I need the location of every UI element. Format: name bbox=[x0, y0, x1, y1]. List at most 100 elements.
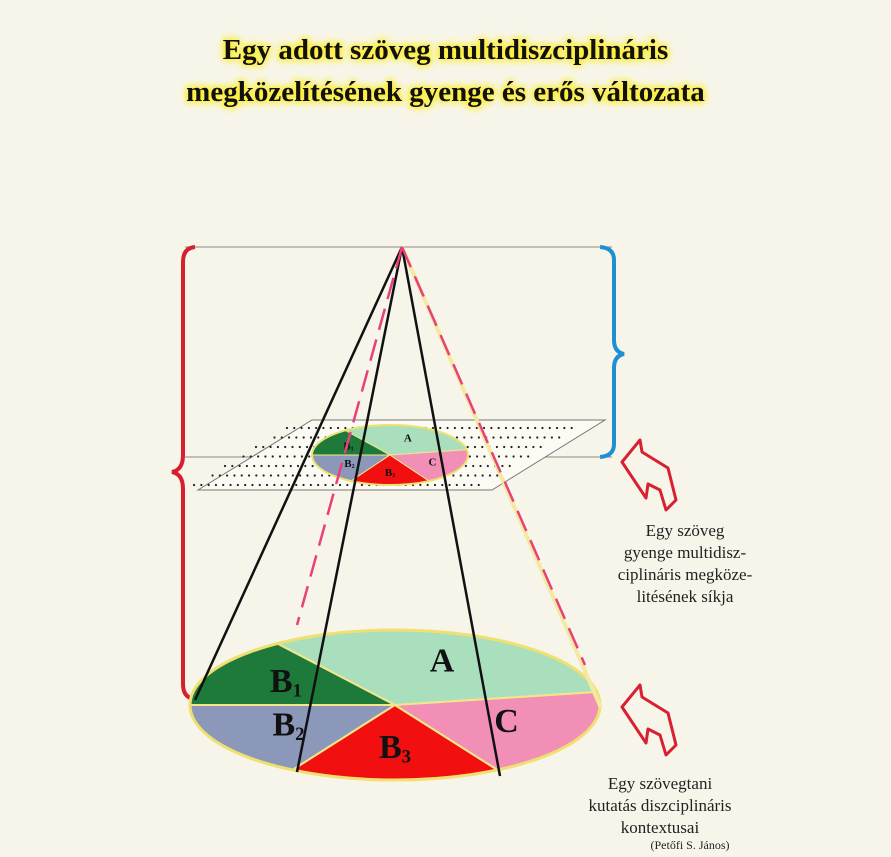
plane-dot bbox=[251, 484, 253, 486]
segment-label: C bbox=[428, 456, 436, 468]
plane-dot bbox=[563, 427, 565, 429]
plane-dot bbox=[273, 436, 275, 438]
caption-line: kutatás diszciplináris bbox=[545, 795, 775, 817]
plane-dot bbox=[468, 427, 470, 429]
plane-dot bbox=[549, 427, 551, 429]
plane-dot bbox=[241, 474, 243, 476]
plane-dot bbox=[482, 474, 484, 476]
plane-dot bbox=[293, 427, 295, 429]
plane-dot bbox=[315, 427, 317, 429]
plane-dot bbox=[461, 427, 463, 429]
plane-dot bbox=[427, 484, 429, 486]
plane-dot bbox=[255, 474, 257, 476]
plane-dot bbox=[534, 427, 536, 429]
plane-dot bbox=[441, 484, 443, 486]
plane-dot bbox=[257, 455, 259, 457]
segment-letter: B bbox=[379, 729, 402, 766]
plane-dot bbox=[339, 484, 341, 486]
plane-dot bbox=[286, 427, 288, 429]
plane-dot bbox=[483, 427, 485, 429]
plane-dot bbox=[463, 484, 465, 486]
plane-dot bbox=[448, 484, 450, 486]
plane-dot bbox=[489, 474, 491, 476]
plane-dot bbox=[314, 474, 316, 476]
plane-dot bbox=[270, 474, 272, 476]
plane-dot bbox=[419, 484, 421, 486]
plane-dot bbox=[260, 465, 262, 467]
plane-dot bbox=[215, 484, 217, 486]
plane-dot bbox=[193, 484, 195, 486]
plane-dot bbox=[229, 484, 231, 486]
plane-dot bbox=[248, 474, 250, 476]
plane-dot bbox=[474, 474, 476, 476]
plane-dot bbox=[571, 427, 573, 429]
plane-dot bbox=[324, 484, 326, 486]
plane-dot bbox=[527, 427, 529, 429]
plane-dot bbox=[281, 484, 283, 486]
segment-subscript: 3 bbox=[392, 473, 395, 479]
plane-dot bbox=[310, 436, 312, 438]
plane-dot bbox=[500, 436, 502, 438]
plane-dot bbox=[492, 436, 494, 438]
plane-dot bbox=[454, 427, 456, 429]
plane-dot bbox=[465, 465, 467, 467]
plane-dot bbox=[294, 455, 296, 457]
plane-dot bbox=[301, 455, 303, 457]
plane-dot bbox=[361, 484, 363, 486]
plane-dot bbox=[308, 427, 310, 429]
plane-dot bbox=[478, 484, 480, 486]
segment-letter: A bbox=[430, 642, 455, 679]
context-caption: Egy szövegtanikutatás diszciplináriskont… bbox=[545, 773, 775, 839]
plane-dot bbox=[469, 455, 471, 457]
plane-dot bbox=[272, 455, 274, 457]
plane-dot bbox=[302, 484, 304, 486]
plane-dot bbox=[434, 484, 436, 486]
plane-dot bbox=[514, 436, 516, 438]
segment-letter: B bbox=[270, 663, 293, 700]
plane-dot bbox=[439, 427, 441, 429]
plane-dot bbox=[263, 474, 265, 476]
plane-dot bbox=[518, 446, 520, 448]
plane-dot bbox=[481, 446, 483, 448]
plane-dot bbox=[446, 427, 448, 429]
plane-dot bbox=[281, 436, 283, 438]
plane-dot bbox=[452, 474, 454, 476]
caption-line: Egy szöveg bbox=[575, 520, 795, 542]
plane-dot bbox=[269, 446, 271, 448]
plane-dot bbox=[266, 484, 268, 486]
plane-dot bbox=[487, 465, 489, 467]
plane-dot bbox=[525, 446, 527, 448]
plane-dot bbox=[239, 465, 241, 467]
plane-dot bbox=[558, 436, 560, 438]
plane-dot bbox=[303, 436, 305, 438]
plane-dot bbox=[543, 436, 545, 438]
plane-dot bbox=[532, 446, 534, 448]
plane-dot bbox=[295, 484, 297, 486]
plane-dot bbox=[299, 446, 301, 448]
plane-dot bbox=[519, 427, 521, 429]
plane-dot bbox=[259, 484, 261, 486]
plane-dot bbox=[317, 484, 319, 486]
plane-dot bbox=[501, 465, 503, 467]
plane-dot bbox=[255, 446, 257, 448]
plane-dot bbox=[292, 474, 294, 476]
plane-dot bbox=[312, 465, 314, 467]
plane-dot bbox=[291, 446, 293, 448]
plane-dot bbox=[277, 474, 279, 476]
plane-dot bbox=[273, 484, 275, 486]
plane-dot bbox=[244, 484, 246, 486]
segment-label: A bbox=[430, 642, 455, 679]
plane-dot bbox=[474, 446, 476, 448]
plane-dot bbox=[556, 427, 558, 429]
plane-dot bbox=[483, 455, 485, 457]
plane-dot bbox=[479, 465, 481, 467]
plane-dot bbox=[299, 474, 301, 476]
plane-dot bbox=[264, 455, 266, 457]
plane-dot bbox=[507, 436, 509, 438]
plane-dot bbox=[476, 427, 478, 429]
plane-dot bbox=[490, 427, 492, 429]
plane-dot bbox=[262, 446, 264, 448]
segment-letter: B bbox=[272, 706, 295, 743]
plane-dot bbox=[322, 427, 324, 429]
